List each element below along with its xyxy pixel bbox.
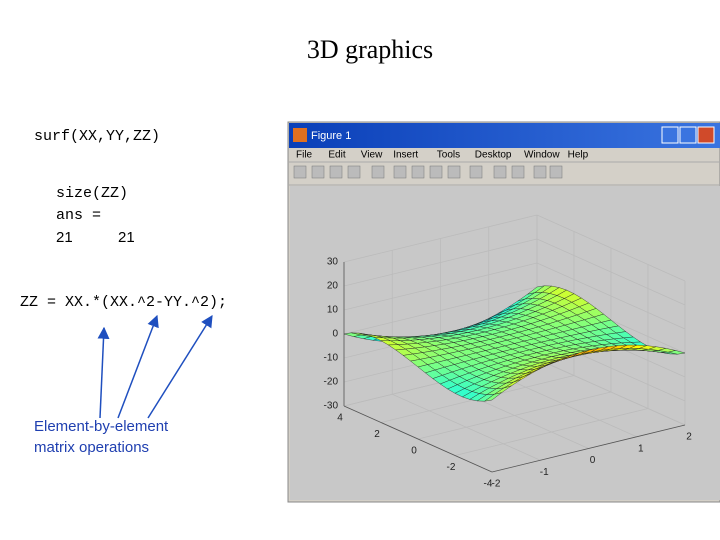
code: ans = <box>56 207 101 224</box>
toolbar <box>293 165 563 179</box>
x-tick-label: 0 <box>590 455 596 466</box>
x-tick-label: -1 <box>540 467 549 478</box>
z-tick-label: -20 <box>324 377 339 388</box>
code-output: 21 <box>118 229 135 246</box>
code: size(ZZ) <box>56 185 128 202</box>
close-button[interactable] <box>697 126 715 144</box>
minimize-button[interactable] <box>661 126 679 144</box>
code: surf(XX,YY,ZZ) <box>34 128 160 145</box>
x-tick-label: -2 <box>492 479 501 490</box>
arrows <box>97 314 213 419</box>
surface-patch <box>484 392 502 402</box>
x-tick-label: 2 <box>686 432 692 443</box>
z-tick-label: 30 <box>327 257 339 268</box>
y-tick-label: -4 <box>484 479 493 490</box>
axis-line <box>491 424 686 473</box>
code-output: 21 <box>56 229 73 246</box>
z-tick-label: -30 <box>324 401 339 412</box>
menu-item[interactable]: Help <box>568 150 589 161</box>
code: ZZ = XX.*(XX.^2-YY.^2); <box>20 294 227 311</box>
z-tick-label: 10 <box>327 305 339 316</box>
menu-item[interactable]: Window <box>524 150 560 161</box>
y-tick-label: 4 <box>337 413 343 424</box>
y-tick-label: 2 <box>374 429 380 440</box>
axis-line <box>536 358 686 426</box>
y-tick-label: -2 <box>447 462 456 473</box>
menu-item[interactable]: Desktop <box>475 150 512 161</box>
axis-line <box>343 405 493 473</box>
menu-item[interactable]: Edit <box>328 150 345 161</box>
z-tick-label: -10 <box>324 353 339 364</box>
z-tick-label: 20 <box>327 281 339 292</box>
annotation: matrix operations <box>34 439 149 456</box>
axis-line <box>417 391 612 440</box>
slide-title: 3D graphics <box>307 35 433 64</box>
menu-item[interactable]: Tools <box>437 150 460 161</box>
x-tick-label: 1 <box>638 443 644 454</box>
y-tick-label: 0 <box>411 446 417 457</box>
annotation: Element-by-element <box>34 418 169 435</box>
menu-item[interactable]: View <box>361 150 383 161</box>
menu-item[interactable]: Insert <box>393 150 418 161</box>
window-title: Figure 1 <box>311 130 351 142</box>
menu-item[interactable]: File <box>296 150 313 161</box>
z-tick-label: 0 <box>332 329 338 340</box>
maximize-button[interactable] <box>679 126 697 144</box>
